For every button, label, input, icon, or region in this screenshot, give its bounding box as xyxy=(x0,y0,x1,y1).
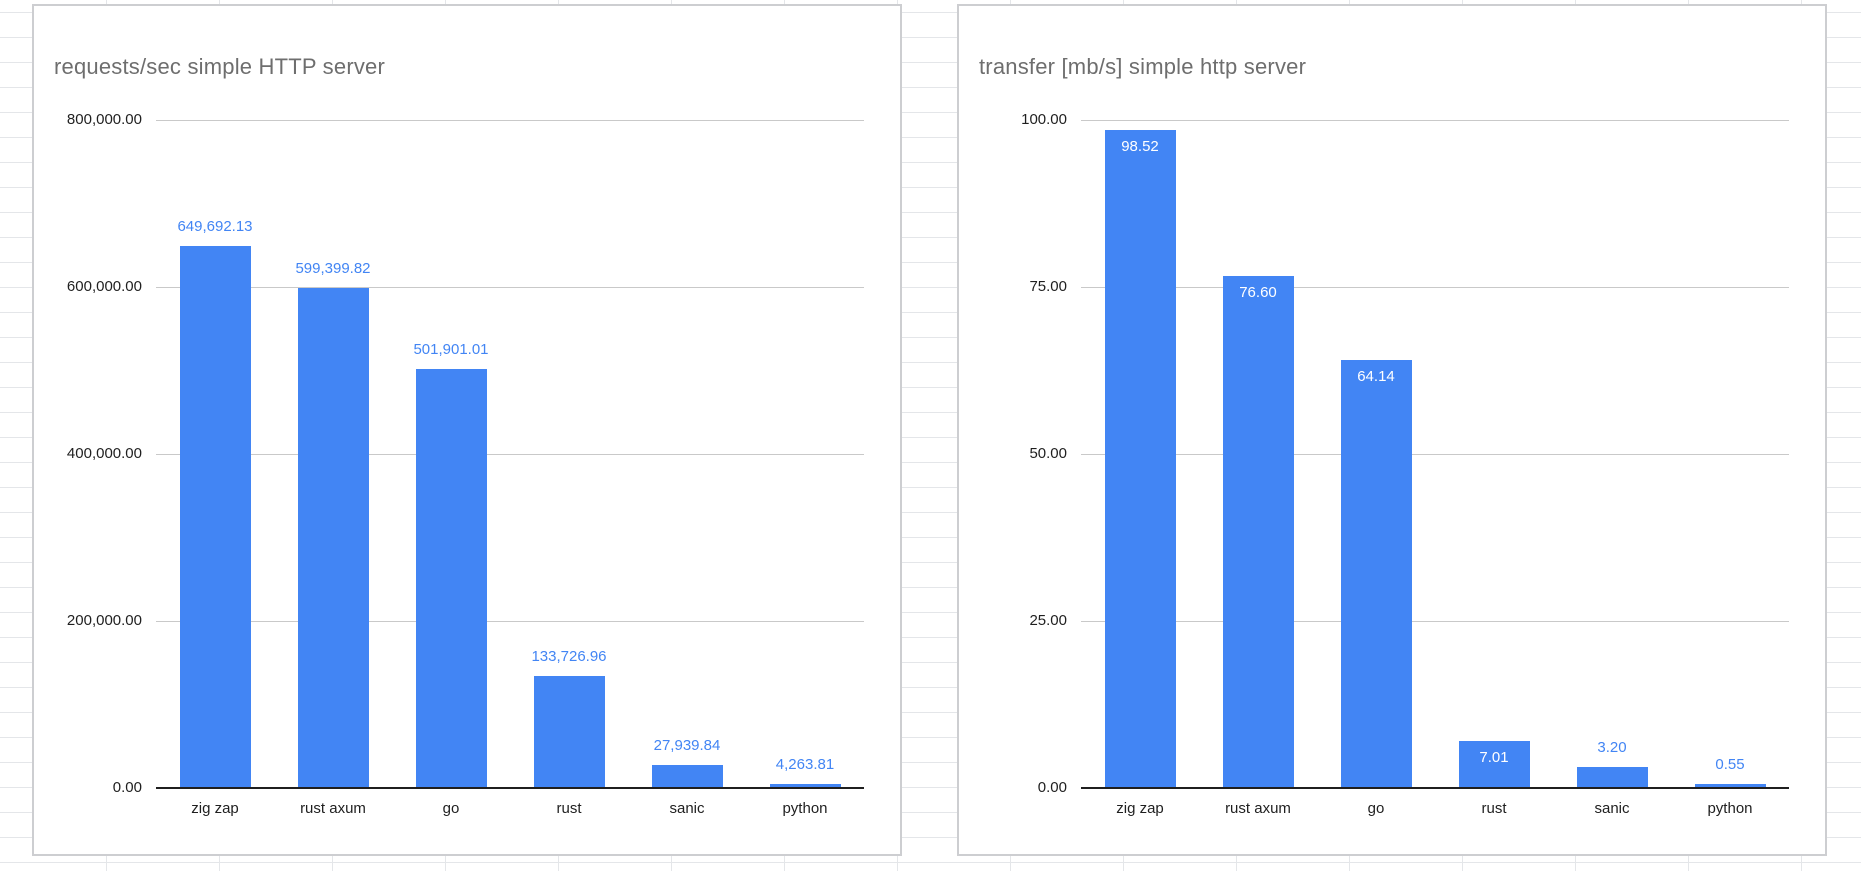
y-axis-tick-label: 0.00 xyxy=(112,779,142,796)
y-axis-tick-label: 400,000.00 xyxy=(66,445,142,462)
y-axis-tick-label: 75.00 xyxy=(1029,278,1067,295)
bar-value-label: 76.60 xyxy=(1239,284,1277,302)
y-axis-tick-label: 800,000.00 xyxy=(66,111,142,128)
x-axis-category-label: python xyxy=(782,800,828,817)
bar-rust[interactable] xyxy=(1458,741,1530,788)
bar-value-label: 7.01 xyxy=(1479,749,1509,767)
chart-title: transfer [mb/s] simple http server xyxy=(979,54,1307,79)
bar-value-label: 4,263.81 xyxy=(775,756,835,774)
x-axis-category-label: sanic xyxy=(669,800,705,817)
bar-rust[interactable] xyxy=(533,676,605,788)
y-axis-tick-label: 100.00 xyxy=(1021,111,1067,128)
bar-value-label: 649,692.13 xyxy=(177,217,253,235)
bar-sanic[interactable] xyxy=(651,764,723,788)
y-axis-tick-label: 600,000.00 xyxy=(66,278,142,295)
y-gridline xyxy=(1081,621,1789,622)
y-axis-tick-label: 50.00 xyxy=(1029,445,1067,462)
x-axis-category-label: rust xyxy=(556,800,582,817)
bar-value-label: 501,901.01 xyxy=(413,340,489,358)
bar-value-label: 0.55 xyxy=(1715,756,1745,774)
x-axis-category-label: go xyxy=(442,800,460,817)
x-axis-category-label: zig zap xyxy=(1116,800,1164,817)
x-axis-category-label: rust axum xyxy=(1225,800,1291,817)
bar-zig-zap[interactable] xyxy=(1104,129,1176,788)
y-gridline xyxy=(1081,287,1789,288)
y-gridline xyxy=(156,621,864,622)
bar-zig-zap[interactable] xyxy=(179,245,251,788)
bar-sanic[interactable] xyxy=(1576,766,1648,788)
y-gridline xyxy=(156,287,864,288)
x-axis-line xyxy=(156,787,864,789)
bar-value-label: 98.52 xyxy=(1121,137,1159,155)
bar-go[interactable] xyxy=(1340,359,1412,788)
chart-title: requests/sec simple HTTP server xyxy=(54,54,386,79)
bar-python[interactable] xyxy=(1694,784,1766,788)
bar-rust-axum[interactable] xyxy=(1222,276,1294,788)
bar-python[interactable] xyxy=(769,784,841,788)
bar-value-label: 27,939.84 xyxy=(653,736,721,754)
bar-value-label: 133,726.96 xyxy=(531,648,607,666)
x-axis-category-label: sanic xyxy=(1594,800,1630,817)
bar-value-label: 3.20 xyxy=(1597,738,1627,756)
x-axis-category-label: go xyxy=(1367,800,1385,817)
y-axis-tick-label: 0.00 xyxy=(1037,779,1067,796)
bar-go[interactable] xyxy=(415,368,487,788)
bar-value-label: 64.14 xyxy=(1357,367,1395,385)
y-gridline xyxy=(1081,454,1789,455)
y-axis-tick-label: 200,000.00 xyxy=(66,612,142,629)
chart-card-transfer-mbps[interactable]: transfer [mb/s] simple http server 100.0… xyxy=(957,4,1827,856)
bar-rust-axum[interactable] xyxy=(297,287,369,788)
x-axis-category-label: python xyxy=(1707,800,1753,817)
y-gridline xyxy=(156,120,864,121)
x-axis-category-label: zig zap xyxy=(191,800,239,817)
y-gridline xyxy=(1081,120,1789,121)
x-axis-line xyxy=(1081,787,1789,789)
x-axis-category-label: rust xyxy=(1481,800,1507,817)
x-axis-category-label: rust axum xyxy=(300,800,366,817)
chart-card-requests-per-sec[interactable]: requests/sec simple HTTP server 800,000.… xyxy=(32,4,902,856)
y-axis-tick-label: 25.00 xyxy=(1029,612,1067,629)
y-gridline xyxy=(156,454,864,455)
bar-value-label: 599,399.82 xyxy=(295,259,371,277)
